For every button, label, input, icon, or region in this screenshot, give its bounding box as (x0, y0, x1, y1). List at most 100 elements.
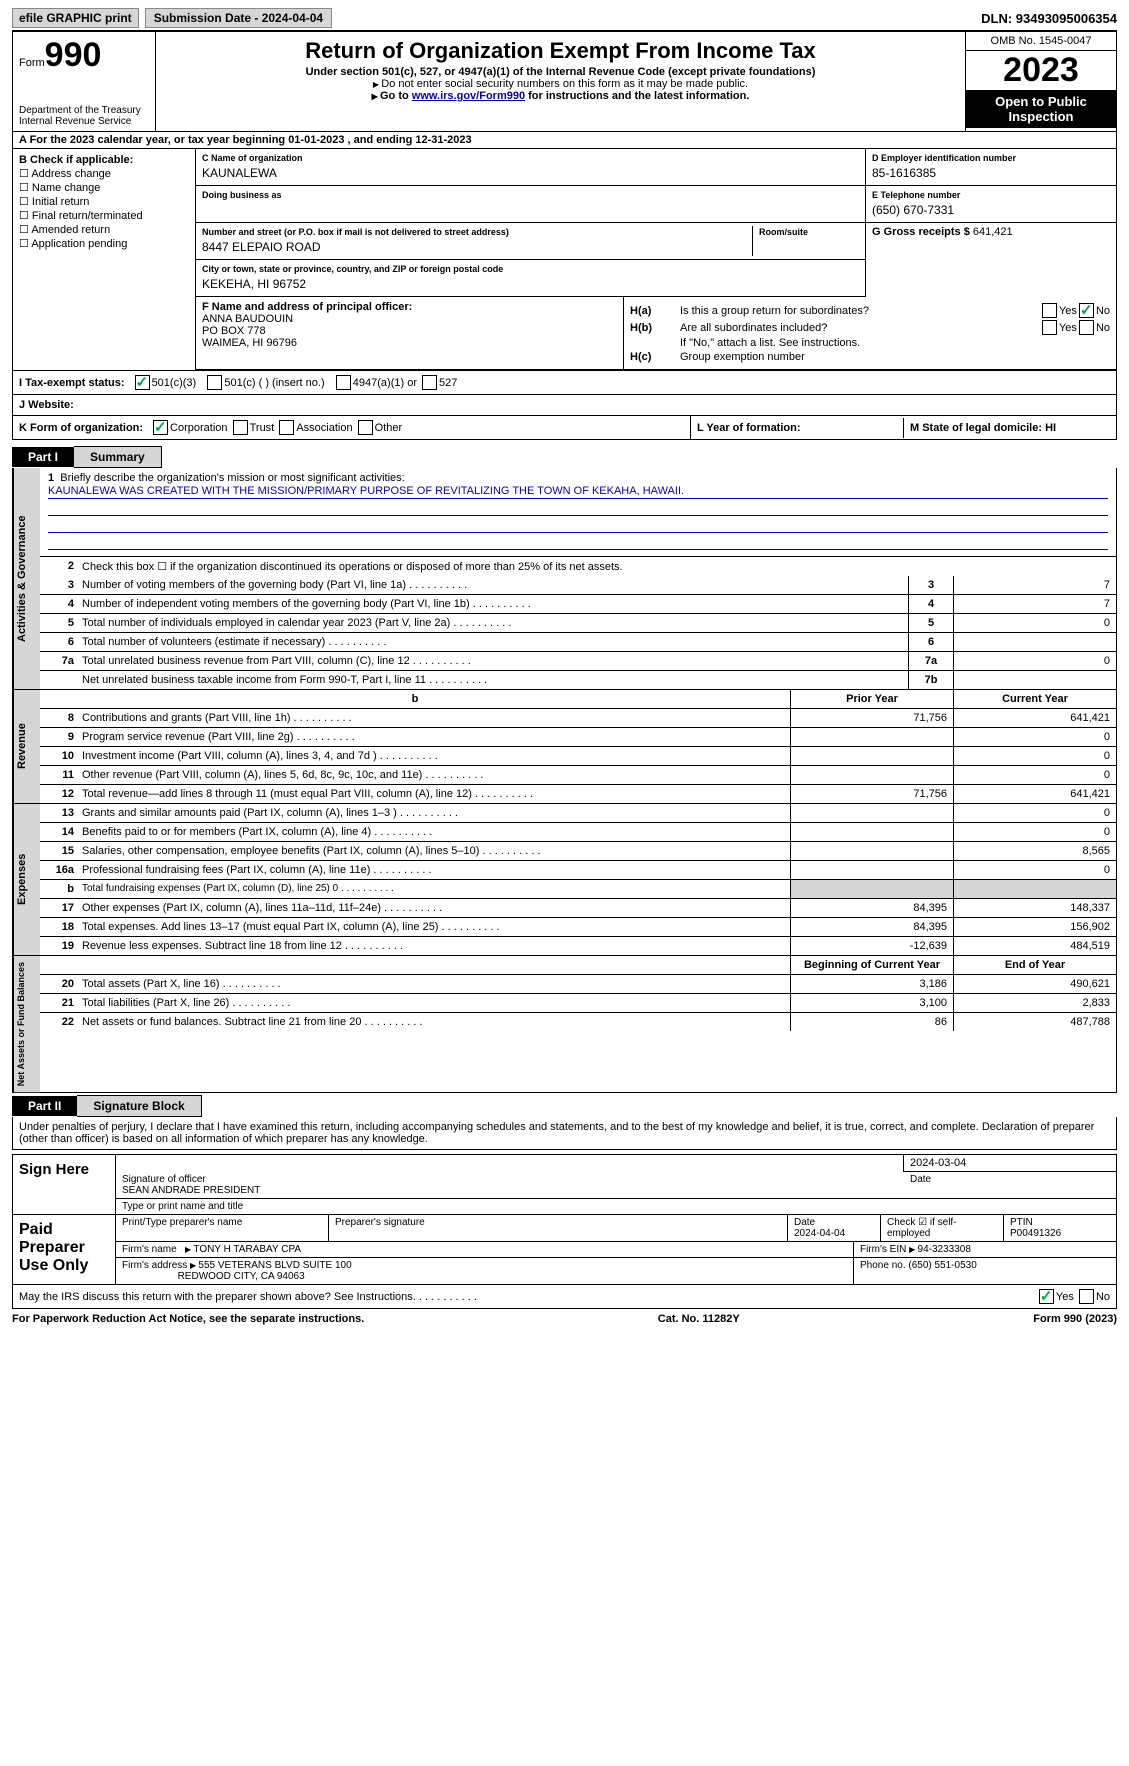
gross-receipts: 641,421 (973, 226, 1013, 238)
mission-text: KAUNALEWA WAS CREATED WITH THE MISSION/P… (48, 484, 1108, 499)
chk-501c3[interactable] (135, 375, 150, 390)
form-title: Return of Organization Exempt From Incom… (162, 38, 959, 64)
prep-date-lbl: Date (794, 1217, 815, 1228)
firm-addr1: 555 VETERANS BLVD SUITE 100 (198, 1260, 351, 1271)
open-inspection: Open to Public Inspection (966, 90, 1116, 128)
firm-name: TONY H TARABAY CPA (193, 1244, 301, 1255)
chk-final-return[interactable]: Final return/terminated (19, 209, 189, 222)
sign-here-lbl: Sign Here (13, 1155, 116, 1214)
opt-other: Other (375, 422, 403, 434)
chk-4947[interactable] (336, 375, 351, 390)
dba-lbl: Doing business as (202, 190, 282, 200)
chk-application-pending[interactable]: Application pending (19, 237, 189, 250)
officer-name: ANNA BAUDOUIN (202, 313, 617, 325)
chk-trust[interactable] (233, 420, 248, 435)
no-lbl2: No (1096, 322, 1110, 334)
submission-date: Submission Date - 2024-04-04 (145, 8, 332, 28)
ein-lbl: D Employer identification number (872, 153, 1016, 163)
yes-lbl2: Yes (1059, 322, 1077, 334)
firm-phone: (650) 551-0530 (908, 1260, 976, 1271)
chk-corp[interactable] (153, 420, 168, 435)
opt-assoc: Association (296, 422, 352, 434)
goto-post: for instructions and the latest informat… (525, 90, 749, 102)
goto-pre: Go to (380, 90, 412, 102)
ha-no[interactable] (1079, 303, 1094, 318)
row-l: L Year of formation: (697, 422, 801, 434)
sig-lbl: Signature of officer (122, 1174, 206, 1185)
omb-number: OMB No. 1545-0047 (966, 32, 1116, 51)
chk-amended-return[interactable]: Amended return (19, 223, 189, 236)
prep-sig-lbl: Preparer's signature (329, 1215, 788, 1241)
officer-addr1: PO BOX 778 (202, 325, 617, 337)
col-begin: Beginning of Current Year (790, 956, 953, 974)
part2-title: Signature Block (77, 1095, 201, 1117)
officer-addr2: WAIMEA, HI 96796 (202, 337, 617, 349)
yes3: Yes (1056, 1291, 1074, 1303)
efile-print-button[interactable]: efile GRAPHIC print (12, 8, 139, 28)
firm-lbl: Firm's name (122, 1244, 177, 1255)
room-lbl: Room/suite (759, 227, 808, 237)
gross-lbl: G Gross receipts $ (872, 226, 970, 238)
officer-sig-name: SEAN ANDRADE PRESIDENT (122, 1185, 260, 1196)
chk-assoc[interactable] (279, 420, 294, 435)
col-b: b (40, 690, 790, 708)
box-h: H(a)Is this a group return for subordina… (624, 297, 1116, 369)
chk-name-change[interactable]: Name change (19, 181, 189, 194)
footer-right: Form 990 (2023) (1033, 1313, 1117, 1325)
col-prior: Prior Year (790, 690, 953, 708)
hb-no[interactable] (1079, 320, 1094, 335)
c-name-lbl: C Name of organization (202, 153, 303, 163)
chk-527[interactable] (422, 375, 437, 390)
footer-center: Cat. No. 11282Y (364, 1313, 1033, 1325)
hb2-text: If "No," attach a list. See instructions… (680, 337, 1110, 349)
firm-addr-lbl: Firm's address (122, 1260, 187, 1271)
hb-yes[interactable] (1042, 320, 1057, 335)
part1-tag: Part I (12, 447, 74, 467)
prep-date: 2024-04-04 (794, 1228, 845, 1239)
col-current: Current Year (953, 690, 1116, 708)
discuss-no[interactable] (1079, 1289, 1094, 1304)
firm-ein-lbl: Firm's EIN (860, 1244, 906, 1255)
vtab-revenue: Revenue (13, 690, 40, 803)
org-name: KAUNALEWA (202, 164, 859, 182)
top-bar: efile GRAPHIC print Submission Date - 20… (12, 8, 1117, 32)
hb-text: Are all subordinates included? (680, 322, 1040, 334)
opt-4947: 4947(a)(1) or (353, 377, 417, 389)
no-lbl: No (1096, 305, 1110, 317)
row-k-lbl: K Form of organization: (19, 422, 143, 434)
paid-preparer-lbl: Paid Preparer Use Only (13, 1215, 116, 1284)
chk-initial-return[interactable]: Initial return (19, 195, 189, 208)
yes-lbl: Yes (1059, 305, 1077, 317)
part2-tag: Part II (12, 1096, 77, 1116)
form-word: Form (19, 57, 45, 69)
opt-corp: Corporation (170, 422, 227, 434)
footer-left: For Paperwork Reduction Act Notice, see … (12, 1313, 364, 1325)
f-lbl: F Name and address of principal officer: (202, 301, 412, 313)
goto-line: Go to www.irs.gov/Form990 for instructio… (162, 90, 959, 102)
chk-address-change[interactable]: Address change (19, 167, 189, 180)
vtab-netassets: Net Assets or Fund Balances (13, 956, 40, 1092)
vtab-expenses: Expenses (13, 804, 40, 955)
discuss-text: May the IRS discuss this return with the… (19, 1291, 1037, 1303)
opt-501c: 501(c) ( ) (insert no.) (224, 377, 324, 389)
row-m: M State of legal domicile: HI (910, 422, 1056, 434)
row-i-lbl: I Tax-exempt status: (19, 377, 125, 389)
chk-other[interactable] (358, 420, 373, 435)
ha-yes[interactable] (1042, 303, 1057, 318)
dln: DLN: 93493095006354 (981, 11, 1117, 26)
firm-addr2: REDWOOD CITY, CA 94063 (178, 1271, 305, 1282)
firm-phone-lbl: Phone no. (860, 1260, 906, 1271)
self-emp: Check ☑ if self-employed (881, 1215, 1004, 1241)
chk-501c[interactable] (207, 375, 222, 390)
discuss-yes[interactable] (1039, 1289, 1054, 1304)
goto-link[interactable]: www.irs.gov/Form990 (412, 90, 525, 102)
city-lbl: City or town, state or province, country… (202, 264, 503, 274)
line2: Check this box ☐ if the organization dis… (78, 557, 1116, 576)
perjury-statement: Under penalties of perjury, I declare th… (12, 1117, 1117, 1150)
prep-name-lbl: Print/Type preparer's name (116, 1215, 329, 1241)
addr-lbl: Number and street (or P.O. box if mail i… (202, 227, 509, 237)
tax-year: 2023 (966, 51, 1116, 90)
date-lbl: Date (910, 1174, 1110, 1196)
phone: (650) 670-7331 (872, 201, 1110, 219)
part1-title: Summary (74, 446, 162, 468)
